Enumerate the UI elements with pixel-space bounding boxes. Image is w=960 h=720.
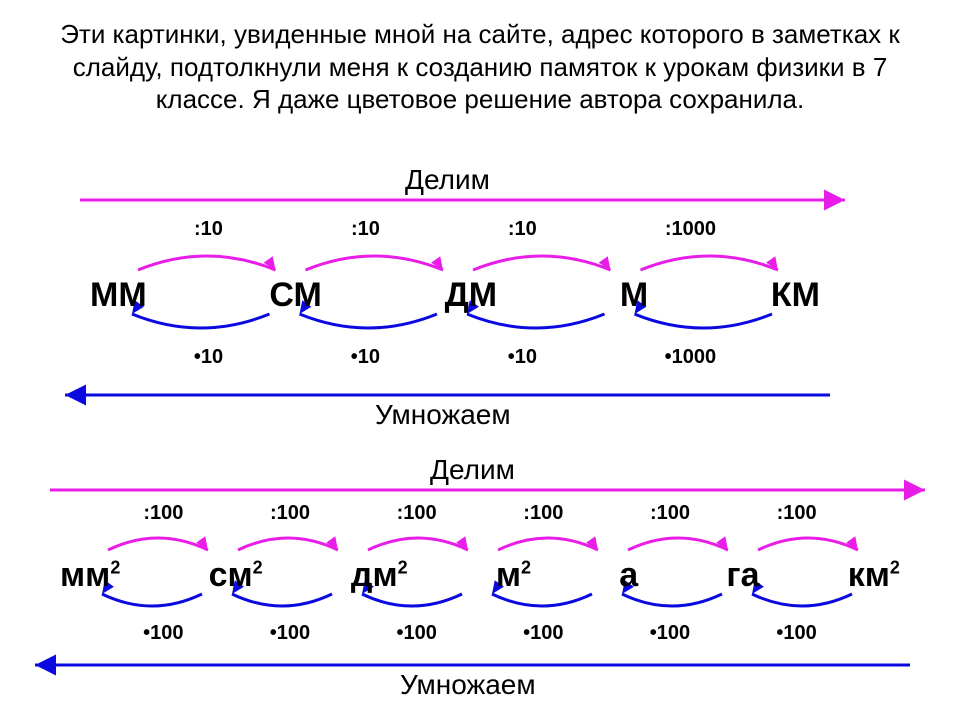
diagram2-title-bottom: Умножаем <box>400 669 536 701</box>
divide-factor: :100 <box>777 502 817 525</box>
divide-factor: :100 <box>143 502 183 525</box>
divide-factor: :100 <box>270 502 310 525</box>
unit-label: м2 <box>496 556 531 595</box>
diagram-area-units: Делим :100 :100 :100 :100 :100 :100 мм2 см2 дм2… <box>0 0 960 720</box>
unit-label: дм2 <box>351 556 408 595</box>
slide: Эти картинки, увиденные мной на сайте, а… <box>0 0 960 720</box>
multiply-factor: •100 <box>650 622 690 645</box>
divide-factor: :100 <box>523 502 563 525</box>
unit-label: га <box>726 556 759 595</box>
diagram2-units-row: мм2 см2 дм2 м2 а га км2 <box>60 556 900 595</box>
divide-factor: :100 <box>397 502 437 525</box>
unit-label: см2 <box>209 556 263 595</box>
unit-label: мм2 <box>60 556 120 595</box>
divide-factor: :100 <box>650 502 690 525</box>
diagram2-factors-bottom: •100 •100 •100 •100 •100 •100 <box>100 622 860 645</box>
multiply-factor: •100 <box>270 622 310 645</box>
multiply-factor: •100 <box>523 622 563 645</box>
multiply-factor: •100 <box>396 622 436 645</box>
diagram2-title-top: Делим <box>430 454 515 486</box>
unit-label: а <box>619 556 638 595</box>
multiply-factor: •100 <box>143 622 183 645</box>
multiply-factor: •100 <box>776 622 816 645</box>
diagram2-svg <box>0 0 960 720</box>
diagram2-factors-top: :100 :100 :100 :100 :100 :100 <box>100 502 860 525</box>
unit-label: км2 <box>848 556 900 595</box>
